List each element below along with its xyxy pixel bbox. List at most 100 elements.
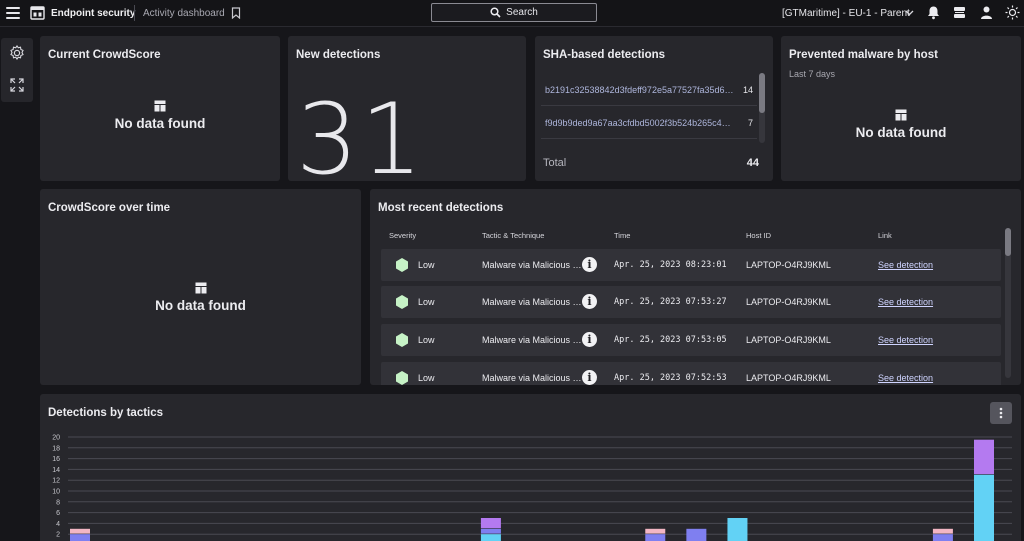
app-title[interactable]: Endpoint security — [51, 8, 136, 19]
see-detection-link[interactable]: See detection — [878, 260, 934, 270]
kebab-menu-icon — [999, 407, 1003, 419]
table-row[interactable]: Low Malware via Malicious … i Apr. 25, 2… — [381, 249, 1001, 281]
search-button[interactable]: Search — [431, 3, 597, 22]
chart-bar-segment[interactable] — [974, 439, 994, 475]
sha-scrollbar[interactable] — [759, 73, 765, 143]
search-label: Search — [506, 7, 538, 18]
list-item[interactable]: b2191c32538842d3fdeff972e5a77527fa35d6… … — [541, 73, 757, 106]
sha-count: 14 — [742, 85, 753, 95]
see-detection-link[interactable]: See detection — [878, 335, 934, 345]
table-icon — [195, 282, 206, 294]
table-row[interactable]: Low Malware via Malicious … i Apr. 25, 2… — [381, 362, 1001, 385]
endpoint-security-icon — [30, 6, 45, 20]
y-tick-label: 8 — [56, 499, 60, 506]
info-icon[interactable]: i — [582, 294, 597, 309]
sha-hash: f9d9b9ded9a67aa3cfdbd5002f3b524b265c4… — [545, 118, 731, 128]
chart-bar-segment[interactable] — [70, 528, 90, 534]
no-data-label: No data found — [155, 298, 246, 313]
empty-state: No data found — [40, 282, 361, 313]
y-tick-label: 2 — [56, 532, 60, 539]
chevron-down-icon[interactable] — [905, 8, 914, 17]
no-data-label: No data found — [855, 125, 947, 140]
info-icon[interactable]: i — [582, 332, 597, 347]
card-title: Detections by tactics — [48, 407, 164, 419]
console-switch-icon[interactable] — [952, 5, 967, 20]
severity: Low — [418, 335, 435, 345]
menu-icon[interactable] — [6, 7, 20, 19]
chart-bar-segment[interactable] — [974, 474, 994, 541]
chart-bar-segment[interactable] — [480, 518, 501, 529]
gear-icon[interactable] — [8, 44, 26, 62]
column-header-severity[interactable]: Severity — [389, 231, 417, 240]
theme-sun-icon[interactable] — [1005, 5, 1020, 20]
detections-scrollbar[interactable] — [1005, 228, 1011, 378]
column-header-time[interactable]: Time — [614, 231, 631, 240]
more-options-button[interactable] — [990, 402, 1012, 424]
chart-bar-segment[interactable] — [645, 528, 666, 534]
y-tick-label: 16 — [52, 456, 60, 463]
new-detections-card[interactable]: New detections 31 — [288, 36, 526, 189]
chart-bar-segment[interactable] — [480, 528, 501, 534]
chart-bar-segment[interactable] — [480, 534, 501, 541]
tactic: Malware via Malicious … — [482, 260, 582, 270]
scrollbar-thumb[interactable] — [1005, 228, 1011, 256]
list-item[interactable]: f9d9b9ded9a67aa3cfdbd5002f3b524b265c4… 7 — [541, 106, 757, 139]
detections-by-tactics-chart: 02468101214161820 — [52, 435, 1012, 541]
scrollbar-thumb[interactable] — [759, 73, 765, 113]
card-title: Prevented malware by host — [789, 49, 938, 61]
user-icon[interactable] — [979, 5, 994, 20]
tactic: Malware via Malicious … — [482, 373, 582, 383]
dashboard-tools-rail — [1, 38, 33, 102]
detections-table-body: Low Malware via Malicious … i Apr. 25, 2… — [370, 245, 1010, 385]
table-row[interactable]: Low Malware via Malicious … i Apr. 25, 2… — [381, 324, 1001, 356]
severity: Low — [418, 373, 435, 383]
severity-low-icon — [396, 295, 408, 309]
bookmark-icon[interactable] — [231, 7, 241, 19]
tenant-selector[interactable]: [GTMaritime] - EU-1 - Parent — [782, 8, 910, 19]
y-tick-label: 20 — [52, 435, 60, 442]
time: Apr. 25, 2023 08:23:01 — [614, 260, 727, 270]
column-header-host[interactable]: Host ID — [746, 231, 772, 240]
info-icon[interactable]: i — [582, 257, 597, 272]
sha-hash: b2191c32538842d3fdeff972e5a77527fa35d6… — [545, 85, 734, 95]
column-header-link: Link — [878, 231, 892, 240]
time: Apr. 25, 2023 07:53:27 — [614, 297, 727, 307]
sha-detections-card: SHA-based detections b2191c32538842d3fde… — [535, 36, 773, 181]
severity-low-icon — [396, 258, 408, 272]
severity-low-icon — [396, 371, 408, 385]
tactic: Malware via Malicious … — [482, 297, 582, 307]
empty-state: No data found — [40, 100, 280, 131]
host-id: LAPTOP-O4RJ9KML — [746, 373, 831, 383]
chart-bar-segment[interactable] — [932, 528, 953, 534]
table-icon — [154, 100, 166, 112]
new-detections-count: 31 — [296, 83, 425, 197]
no-data-label: No data found — [114, 116, 206, 131]
y-tick-label: 6 — [56, 510, 60, 517]
card-title: Most recent detections — [378, 202, 504, 214]
detections-by-tactics-card: Detections by tactics — [40, 394, 1021, 541]
empty-state: No data found — [781, 109, 1021, 140]
severity: Low — [418, 260, 435, 270]
chart-bar-segment[interactable] — [932, 534, 953, 541]
card-title: SHA-based detections — [543, 49, 666, 61]
current-crowdscore-card: Current CrowdScore No data found — [40, 36, 280, 181]
chart-bar-segment[interactable] — [727, 518, 748, 541]
table-row[interactable]: Low Malware via Malicious … i Apr. 25, 2… — [381, 286, 1001, 318]
severity: Low — [418, 297, 435, 307]
prevented-malware-card: Prevented malware by host Last 7 days No… — [781, 36, 1021, 181]
chart-bar-segment[interactable] — [70, 534, 90, 541]
info-icon[interactable]: i — [582, 370, 597, 385]
see-detection-link[interactable]: See detection — [878, 373, 934, 383]
expand-icon[interactable] — [8, 76, 26, 94]
card-title: CrowdScore over time — [48, 202, 171, 214]
breadcrumb: Activity dashboard — [143, 8, 225, 19]
bell-icon[interactable] — [926, 5, 941, 20]
chart-bar-segment[interactable] — [645, 534, 666, 541]
time: Apr. 25, 2023 07:52:53 — [614, 373, 727, 383]
column-header-tactic[interactable]: Tactic & Technique — [482, 231, 545, 240]
see-detection-link[interactable]: See detection — [878, 297, 934, 307]
table-icon — [895, 109, 907, 121]
time: Apr. 25, 2023 07:53:05 — [614, 335, 727, 345]
chart-bar-segment[interactable] — [686, 528, 707, 541]
title-divider — [134, 5, 135, 21]
